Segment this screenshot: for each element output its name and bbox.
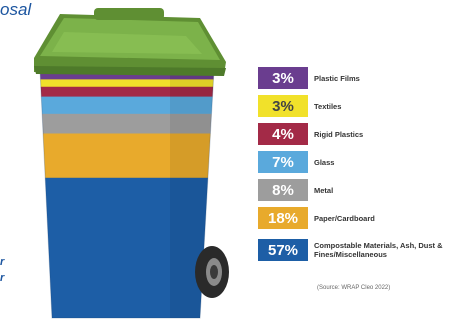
legend-row-rigid-plastics: 4% Rigid Plastics — [258, 120, 457, 148]
pct-badge-paper-cardboard: 18% — [258, 207, 308, 229]
category-label-metal: Metal — [314, 185, 334, 195]
bin-segment-metal — [40, 113, 214, 134]
legend-row-metal: 8% Metal — [258, 176, 457, 204]
bin-segment-compostable — [40, 177, 214, 318]
legend-row-glass: 7% Glass — [258, 148, 457, 176]
pct-badge-plastic-films: 3% — [258, 67, 308, 89]
category-label-glass: Glass — [314, 157, 335, 167]
bin-segment-rigid-plastics — [40, 86, 214, 98]
pct-badge-metal: 8% — [258, 179, 308, 201]
legend-row-compostable: 57% Compostable Materials, Ash, Dust & F… — [258, 232, 457, 268]
legend-row-paper-cardboard: 18% Paper/Cardboard — [258, 204, 457, 232]
bin-svg — [34, 8, 229, 319]
wheel-center — [210, 265, 218, 279]
pct-badge-rigid-plastics: 4% — [258, 123, 308, 145]
pct-badge-compostable: 57% — [258, 239, 308, 261]
category-label-plastic-films: Plastic Films — [314, 73, 360, 83]
category-label-compostable: Compostable Materials, Ash, Dust & Fines… — [314, 241, 443, 259]
pct-badge-glass: 7% — [258, 151, 308, 173]
bin-lid — [34, 8, 226, 76]
category-label-textiles: Textiles — [314, 101, 342, 111]
bin-segment-glass — [40, 96, 214, 115]
bin-segment-paper-cardboard — [40, 133, 214, 179]
pct-badge-textiles: 3% — [258, 95, 308, 117]
legend-row-plastic-films: 3% Plastic Films — [258, 64, 457, 92]
legend: 3% Plastic Films 3% Textiles 4% Rigid Pl… — [258, 64, 457, 268]
category-label-rigid-plastics: Rigid Plastics — [314, 129, 364, 139]
category-label-paper-cardboard: Paper/Cardboard — [314, 213, 375, 223]
footnote-2: r — [0, 272, 5, 284]
legend-row-textiles: 3% Textiles — [258, 92, 457, 120]
source-note: (Source: WRAP Cleo 2022) — [317, 285, 391, 291]
bin-segment-textiles — [40, 79, 214, 88]
heading-fragment: osal — [0, 0, 32, 19]
wheelie-bin-chart — [34, 8, 229, 319]
footnote-1: r — [0, 256, 5, 268]
bin-segment-plastic-films — [40, 72, 214, 80]
